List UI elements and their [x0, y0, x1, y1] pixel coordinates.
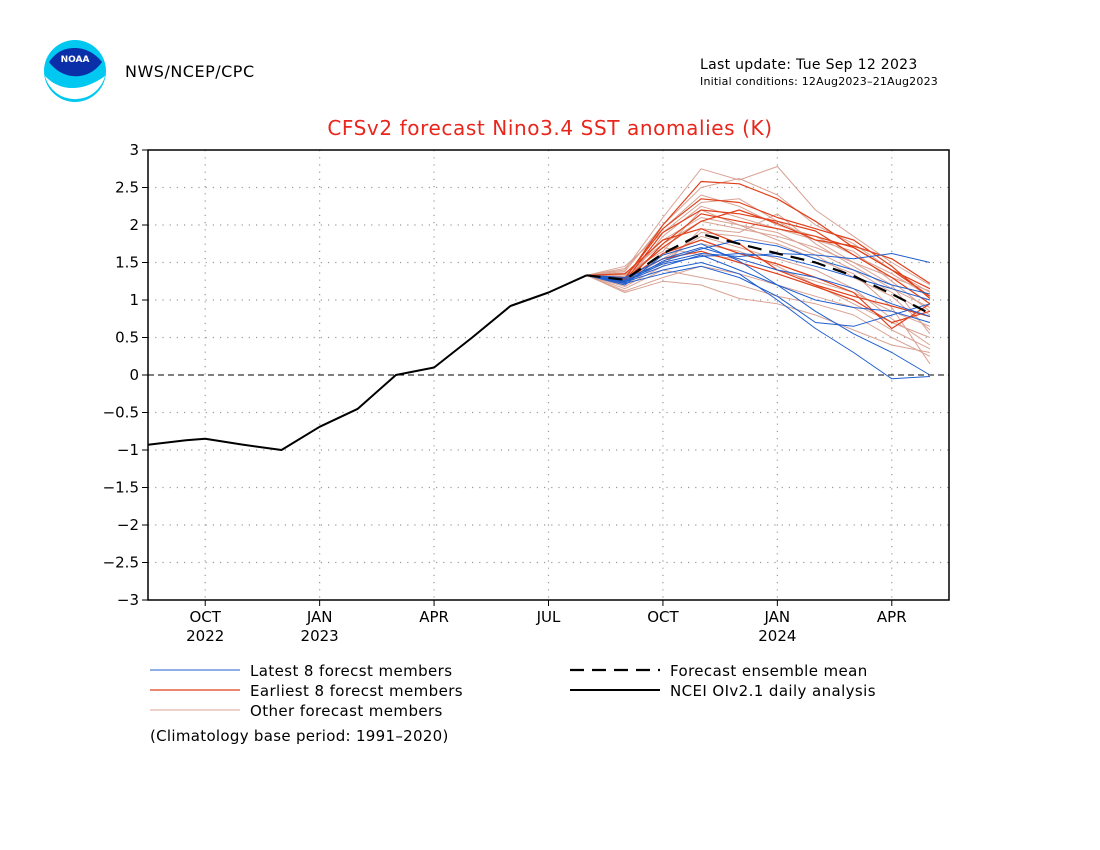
x-tick-year-label: 2022 [186, 627, 224, 645]
y-tick-label: −1.5 [103, 479, 139, 497]
x-tick-label: JAN [306, 608, 333, 626]
latest-members-series [586, 239, 931, 380]
x-tick-year-label: 2023 [301, 627, 339, 645]
y-tick-label: 1.5 [115, 254, 139, 272]
x-tick-label: APR [877, 608, 907, 626]
other-member-line [586, 274, 930, 353]
other-member-line [586, 194, 931, 297]
ensemble-mean-series [586, 232, 931, 315]
y-tick-label: −2 [117, 516, 139, 534]
legend-label-latest: Latest 8 forecst members [250, 662, 452, 680]
x-tick-label: JUL [536, 608, 561, 626]
latest-member-line [586, 247, 931, 317]
y-tick-label: −1 [117, 441, 139, 459]
other-member-line [586, 217, 931, 316]
legend: Latest 8 forecst members Earliest 8 forec… [150, 662, 876, 720]
x-tick-label: APR [419, 608, 449, 626]
y-tick-label: −0.5 [103, 404, 139, 422]
y-tick-label: −2.5 [103, 554, 139, 572]
axes: 32.521.510.50−0.5−1−1.5−2−2.5−3OCT2022JA… [103, 141, 950, 645]
y-tick-label: 1 [129, 291, 139, 309]
last-update-label: Last update: Tue Sep 12 2023 [700, 57, 918, 73]
noaa-logo-text: NOAA [61, 55, 90, 65]
analysis-series [147, 274, 588, 451]
y-tick-label: 0 [129, 366, 139, 384]
y-tick-label: 2.5 [115, 179, 139, 197]
x-tick-label: JAN [764, 608, 791, 626]
other-member-line [586, 166, 931, 286]
latest-member-line [586, 243, 931, 376]
agency-label: NWS/NCEP/CPC [125, 62, 255, 81]
legend-label-mean: Forecast ensemble mean [670, 662, 868, 680]
latest-member-line [586, 239, 931, 295]
y-tick-label: 3 [129, 141, 139, 159]
earliest-member-line [586, 228, 931, 318]
noaa-logo: NOAA [44, 40, 106, 102]
y-tick-label: 0.5 [115, 329, 139, 347]
ensemble-mean-line [586, 232, 931, 315]
y-tick-label: −3 [117, 591, 139, 609]
other-member-line [586, 265, 931, 350]
latest-member-line [586, 254, 931, 323]
x-tick-label: OCT [647, 608, 679, 626]
x-tick-label: OCT [189, 608, 221, 626]
legend-label-other: Other forecast members [250, 702, 443, 720]
analysis-line [147, 274, 588, 451]
earliest-member-line [586, 198, 931, 299]
x-tick-year-label: 2024 [758, 627, 796, 645]
legend-label-earliest: Earliest 8 forecst members [250, 682, 463, 700]
y-tick-label: 2 [129, 216, 139, 234]
earliest-member-line [586, 209, 931, 285]
other-member-line [586, 269, 931, 357]
climatology-base-period: (Climatology base period: 1991–2020) [150, 727, 449, 745]
latest-member-line [586, 262, 930, 380]
chart-title: CFSv2 forecast Nino3.4 SST anomalies (K) [327, 116, 773, 140]
initial-conditions-label: Initial conditions: 12Aug2023–21Aug2023 [700, 75, 938, 88]
legend-label-analysis: NCEI OIv2.1 daily analysis [670, 682, 876, 700]
grid [148, 150, 949, 600]
